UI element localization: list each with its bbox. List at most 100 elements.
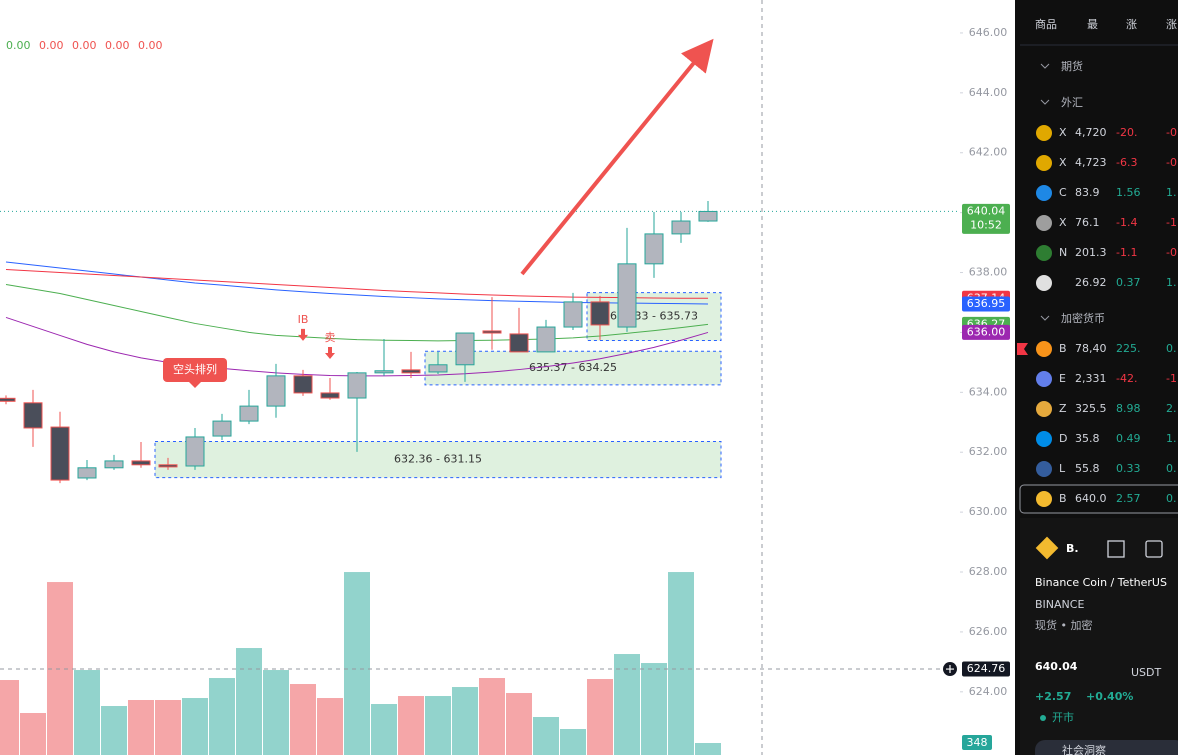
last-price[interactable]: 201.3: [1075, 246, 1107, 259]
detail-price: 640.04: [1035, 660, 1078, 673]
symbol[interactable]: B: [1059, 342, 1067, 355]
candle-body: [77, 467, 97, 479]
annotation-text: IB: [298, 313, 309, 326]
change[interactable]: 8.98: [1116, 402, 1141, 415]
change[interactable]: 0.37: [1116, 276, 1141, 289]
annotation-arrow: [325, 346, 335, 359]
change-percent[interactable]: -0.: [1166, 246, 1178, 259]
change-percent[interactable]: 0.: [1166, 492, 1177, 505]
symbol[interactable]: B: [1059, 492, 1067, 505]
candle-body: [158, 464, 178, 468]
last-price[interactable]: 76.1: [1075, 216, 1100, 229]
candle-body: [293, 375, 313, 394]
last-price[interactable]: 26.92: [1075, 276, 1107, 289]
symbol[interactable]: C: [1059, 186, 1067, 199]
symbol-icon[interactable]: [1036, 215, 1052, 231]
change-percent[interactable]: -0.: [1166, 156, 1178, 169]
symbol[interactable]: N: [1059, 246, 1067, 259]
edit-icon[interactable]: [1145, 540, 1163, 558]
legend-value: 0.00: [72, 39, 97, 52]
change-percent[interactable]: 2.: [1166, 402, 1177, 415]
chevron[interactable]: [1040, 63, 1050, 69]
change[interactable]: 2.57: [1116, 492, 1141, 505]
change-percent[interactable]: 1.: [1166, 186, 1177, 199]
change[interactable]: -6.3: [1116, 156, 1137, 169]
symbol-icon[interactable]: [1036, 371, 1052, 387]
last-price[interactable]: 640.0: [1075, 492, 1107, 505]
candle-body: [509, 333, 529, 353]
column-header[interactable]: 涨: [1126, 18, 1137, 31]
change-percent[interactable]: -0.: [1166, 126, 1178, 139]
zone: [154, 440, 722, 479]
symbol-icon[interactable]: [1036, 341, 1052, 357]
change[interactable]: -20.: [1116, 126, 1137, 139]
symbol-icon[interactable]: [1036, 431, 1052, 447]
symbol[interactable]: E: [1059, 372, 1066, 385]
symbol-icon[interactable]: [1036, 401, 1052, 417]
change[interactable]: -42.: [1116, 372, 1137, 385]
last-price[interactable]: 2,331: [1075, 372, 1107, 385]
change[interactable]: 0.33: [1116, 462, 1141, 475]
symbol-icon[interactable]: [1036, 245, 1052, 261]
symbol-icon[interactable]: [1036, 185, 1052, 201]
group-label[interactable]: 外汇: [1061, 96, 1083, 109]
grid-icon[interactable]: [1107, 540, 1125, 558]
change-percent[interactable]: 0.: [1166, 342, 1177, 355]
symbol[interactable]: D: [1059, 432, 1067, 445]
change-percent[interactable]: -1.: [1166, 372, 1178, 385]
last-price[interactable]: 78,40: [1075, 342, 1107, 355]
column-header[interactable]: 商品: [1035, 17, 1057, 31]
symbol-icon[interactable]: [1036, 275, 1052, 291]
change[interactable]: 225.: [1116, 342, 1141, 355]
volume-tag: [962, 735, 992, 751]
y-tick-label: 644.00: [969, 86, 1008, 99]
symbol-icon[interactable]: [1036, 125, 1052, 141]
last-price[interactable]: 4,720: [1075, 126, 1107, 139]
change[interactable]: 0.49: [1116, 432, 1141, 445]
change-percent[interactable]: 1.: [1166, 276, 1177, 289]
change[interactable]: 1.56: [1116, 186, 1141, 199]
candle-body: [266, 375, 286, 407]
candle-body: [104, 460, 124, 469]
price-tag-label: 636.95: [967, 297, 1006, 310]
volume-bar: [263, 670, 289, 755]
symbol[interactable]: X: [1059, 216, 1067, 229]
last-price[interactable]: 4,723: [1075, 156, 1107, 169]
change-percent[interactable]: 0.: [1166, 462, 1177, 475]
symbol[interactable]: L: [1059, 462, 1066, 475]
footer-label[interactable]: 社会洞察: [1062, 743, 1106, 755]
column-header[interactable]: 涨: [1166, 18, 1177, 31]
symbol[interactable]: X: [1059, 156, 1067, 169]
price-tag-label: 624.76: [967, 662, 1006, 675]
symbol[interactable]: Z: [1059, 402, 1067, 415]
symbol-icon[interactable]: [1036, 461, 1052, 477]
change-percent[interactable]: -1.: [1166, 216, 1178, 229]
footer-pill[interactable]: [1035, 740, 1178, 755]
flag: [1017, 343, 1028, 355]
symbol[interactable]: X: [1059, 126, 1067, 139]
y-tick-label: 632.00: [969, 445, 1008, 458]
candle-body: [212, 420, 232, 437]
moving-average: [5, 269, 708, 299]
last-price[interactable]: 35.8: [1075, 432, 1100, 445]
column-header[interactable]: 最: [1087, 18, 1098, 31]
detail-symbol[interactable]: B.: [1066, 542, 1079, 555]
chevron[interactable]: [1040, 99, 1050, 105]
symbol-icon[interactable]: [1036, 155, 1052, 171]
detail-percent: +0.40%: [1086, 690, 1133, 703]
last-price[interactable]: 83.9: [1075, 186, 1100, 199]
symbol-icon[interactable]: [1036, 491, 1052, 507]
change[interactable]: -1.4: [1116, 216, 1137, 229]
price-axis: 646.00644.00642.00640.00638.00636.00634.…: [943, 26, 1010, 751]
last-price[interactable]: 325.5: [1075, 402, 1107, 415]
chevron[interactable]: [1040, 315, 1050, 321]
change[interactable]: -1.1: [1116, 246, 1137, 259]
y-tick-label: 630.00: [969, 505, 1008, 518]
group-label[interactable]: 期货: [1061, 59, 1083, 73]
last-price[interactable]: 55.8: [1075, 462, 1100, 475]
change-percent[interactable]: 1.: [1166, 432, 1177, 445]
group-label[interactable]: 加密货币: [1061, 311, 1105, 325]
